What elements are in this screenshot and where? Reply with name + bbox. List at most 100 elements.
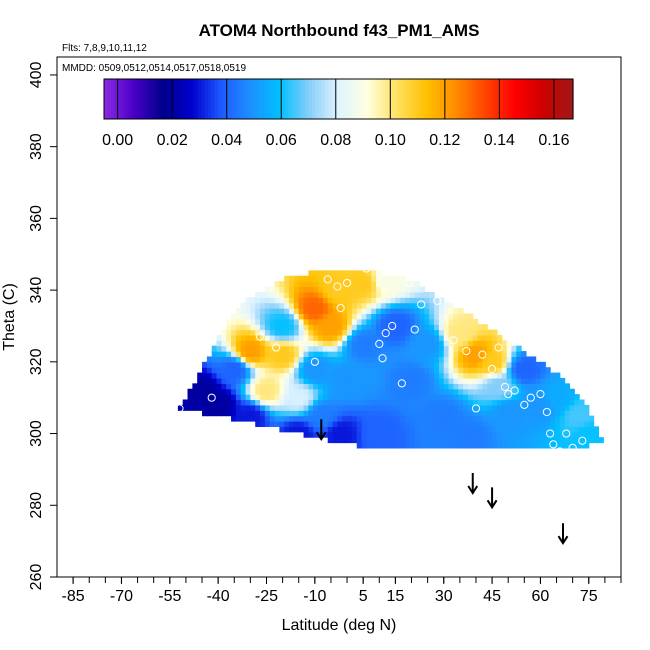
heatmap-cell bbox=[298, 345, 305, 352]
heatmap-cell bbox=[438, 404, 445, 411]
heatmap-cell bbox=[284, 410, 290, 417]
heatmap-cell bbox=[525, 361, 532, 368]
heatmap-cell bbox=[405, 372, 411, 379]
colorbar-cell bbox=[147, 79, 152, 119]
colorbar-cell bbox=[221, 79, 226, 119]
heatmap-cell bbox=[332, 399, 338, 406]
heatmap-cell bbox=[221, 372, 227, 379]
heatmap-cell bbox=[293, 302, 300, 309]
heatmap-cell bbox=[429, 318, 435, 325]
heatmap-cell bbox=[472, 377, 479, 384]
y-tick-label: 300 bbox=[28, 420, 45, 447]
heatmap-cell bbox=[211, 383, 218, 390]
heatmap-cell bbox=[264, 329, 271, 336]
heatmap-cell bbox=[419, 399, 426, 406]
heatmap-cell bbox=[284, 308, 290, 315]
heatmap-cell bbox=[337, 367, 343, 374]
heatmap-cell bbox=[269, 394, 276, 401]
heatmap-cell bbox=[550, 383, 556, 390]
heatmap-cell bbox=[574, 415, 580, 422]
heatmap-cell bbox=[313, 367, 319, 374]
heatmap-cell bbox=[351, 318, 358, 325]
heatmap-cell bbox=[235, 324, 242, 331]
heatmap-cell bbox=[337, 421, 343, 427]
heatmap-cell bbox=[443, 313, 450, 320]
colorbar-cell bbox=[509, 79, 514, 119]
heatmap-cell bbox=[250, 404, 256, 411]
heatmap-cell bbox=[453, 324, 459, 331]
heatmap-cell bbox=[216, 377, 222, 384]
heatmap-cell bbox=[438, 324, 445, 331]
heatmap-cell bbox=[511, 415, 517, 422]
heatmap-cell bbox=[395, 340, 401, 347]
heatmap-cell bbox=[385, 308, 392, 315]
heatmap-cell bbox=[308, 426, 314, 433]
heatmap-cell bbox=[303, 351, 309, 358]
heatmap-cell bbox=[405, 351, 411, 358]
heatmap-cell bbox=[308, 318, 314, 325]
sample-marker bbox=[471, 404, 481, 413]
colorbar-cell bbox=[439, 79, 443, 119]
colorbar-cell bbox=[442, 79, 447, 119]
heatmap-cell bbox=[308, 394, 314, 401]
heatmap-cell bbox=[293, 415, 300, 422]
colorbar-cell bbox=[355, 79, 360, 119]
heatmap-cell bbox=[351, 286, 358, 293]
heatmap-cell bbox=[221, 388, 227, 395]
heatmap-cell bbox=[192, 399, 198, 406]
heatmap-cell bbox=[308, 308, 314, 315]
heatmap-cell bbox=[414, 431, 421, 438]
heatmap-cell bbox=[569, 404, 575, 411]
sample-marker bbox=[607, 436, 616, 445]
heatmap-cell bbox=[482, 377, 488, 384]
heatmap-cell bbox=[419, 388, 426, 395]
heatmap-cell bbox=[554, 388, 561, 395]
heatmap-cell bbox=[438, 318, 445, 325]
heatmap-cell bbox=[337, 308, 343, 315]
heatmap-cell bbox=[525, 442, 532, 449]
heatmap-cell bbox=[264, 415, 271, 422]
heatmap-cell bbox=[438, 421, 445, 427]
heatmap-cell bbox=[303, 340, 309, 347]
colorbar-cell bbox=[241, 79, 246, 119]
heatmap-cell bbox=[356, 291, 363, 298]
heatmap-cell bbox=[260, 410, 266, 417]
heatmap-cell bbox=[284, 367, 290, 374]
heatmap-cell bbox=[206, 377, 213, 384]
y-tick-label: 340 bbox=[28, 277, 45, 304]
heatmap-cell bbox=[511, 442, 517, 449]
heatmap-cell bbox=[255, 334, 261, 341]
heatmap-cell bbox=[385, 404, 392, 411]
heatmap-cell bbox=[351, 388, 358, 395]
heatmap-cell bbox=[521, 394, 527, 401]
heatmap-cell bbox=[322, 275, 329, 282]
heatmap-cell bbox=[303, 313, 309, 320]
heatmap-cell bbox=[414, 340, 421, 347]
heatmap-cell bbox=[405, 324, 411, 331]
heatmap-cell bbox=[530, 367, 537, 374]
heatmap-cell bbox=[235, 313, 242, 320]
heatmap-cell bbox=[356, 329, 363, 336]
heatmap-cell bbox=[395, 361, 401, 368]
heatmap-cell bbox=[434, 367, 440, 374]
heatmap-cell bbox=[327, 431, 334, 438]
colorbar-cell bbox=[539, 79, 544, 119]
colorbar-cell bbox=[137, 79, 142, 119]
heatmap-cell bbox=[501, 421, 508, 427]
colorbar-cell bbox=[150, 79, 155, 119]
heatmap-cell bbox=[453, 415, 459, 422]
heatmap-cell bbox=[260, 318, 266, 325]
heatmap-cell bbox=[356, 297, 363, 304]
colorbar-cell bbox=[365, 79, 370, 119]
heatmap-cell bbox=[245, 356, 251, 363]
heatmap-cell bbox=[347, 399, 353, 406]
heatmap-cell bbox=[487, 345, 493, 352]
heatmap-cell bbox=[318, 324, 324, 331]
heatmap-cell bbox=[322, 286, 329, 293]
heatmap-cell bbox=[342, 421, 348, 427]
heatmap-cell bbox=[487, 372, 493, 379]
heatmap-cell bbox=[240, 399, 247, 406]
heatmap-cell bbox=[453, 351, 459, 358]
sample-marker bbox=[555, 447, 564, 456]
heatmap-cell bbox=[409, 415, 416, 422]
